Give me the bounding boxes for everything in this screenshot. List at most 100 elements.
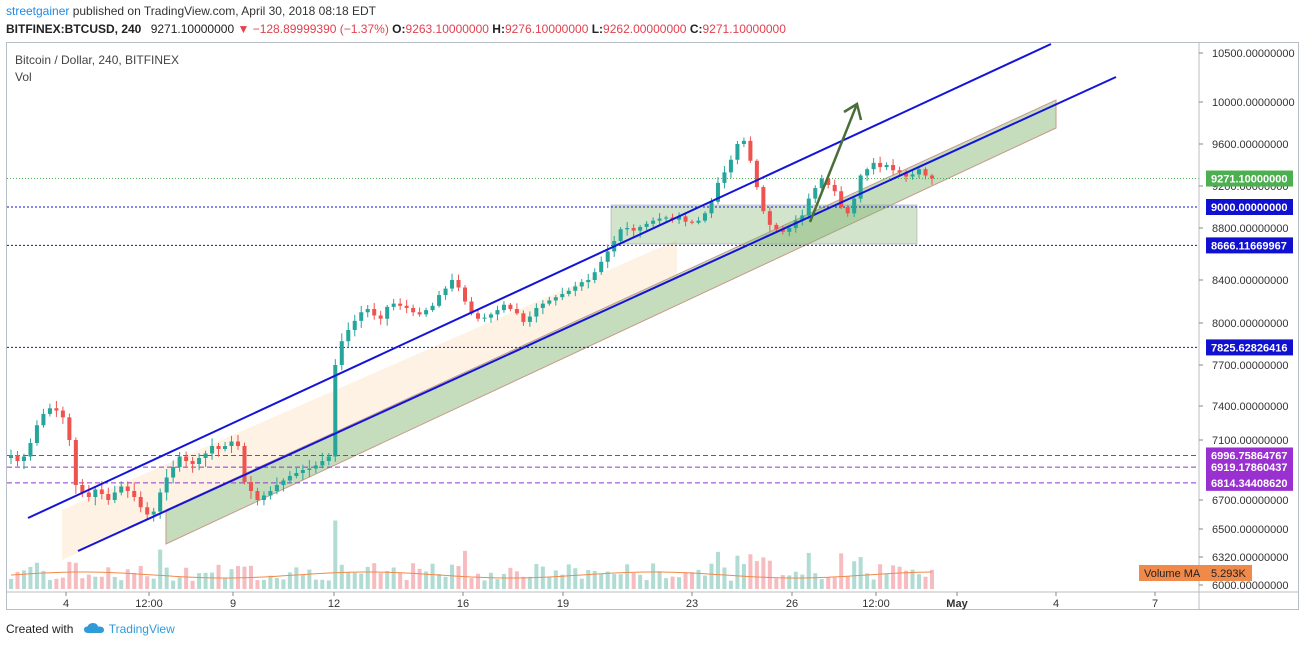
candle-body: [728, 159, 733, 173]
volume-bar: [365, 566, 370, 589]
candle-body: [235, 441, 241, 446]
candle-body: [865, 169, 870, 176]
volume-bar: [60, 577, 65, 589]
volume-bar: [547, 577, 552, 589]
volume-bar: [67, 561, 72, 589]
candle-body: [132, 491, 137, 497]
volume-bar: [359, 573, 364, 589]
y-tick-label: 8800.00000000: [1212, 223, 1288, 235]
volume-bar: [897, 566, 902, 589]
candle-body: [761, 187, 766, 212]
chart-frame[interactable]: [6, 42, 1299, 610]
y-tick-label: 7400.00000000: [1212, 401, 1288, 413]
high-label: H:: [492, 22, 505, 36]
candle-body: [618, 229, 623, 241]
volume-bar: [372, 563, 377, 589]
candle-body: [346, 330, 351, 342]
volume-bar: [871, 579, 876, 589]
candle-body: [904, 172, 909, 177]
candle-body: [398, 303, 403, 306]
volume-bar: [54, 578, 59, 589]
y-tick-label: 6500.00000000: [1212, 524, 1288, 536]
candle-body: [475, 313, 480, 319]
candle-body: [819, 178, 824, 189]
volume-bar: [832, 577, 837, 589]
candle-body: [424, 310, 429, 315]
volume-bar: [274, 578, 279, 589]
candle-body: [443, 288, 448, 296]
volume-bar: [450, 564, 455, 589]
candle-body: [184, 456, 189, 461]
volume-bar: [287, 572, 292, 589]
volume-bar: [501, 573, 506, 589]
lower-channel-line: [77, 76, 1117, 552]
candle-body: [47, 408, 52, 414]
candle-body: [469, 301, 474, 314]
projection-arrow-line: [808, 103, 859, 223]
y-tick-label: 6320.00000000: [1212, 552, 1288, 564]
candle-body: [41, 413, 46, 426]
volume-bar: [21, 570, 26, 589]
volume-bar: [657, 571, 662, 589]
candle-body: [326, 456, 331, 461]
volume-bar: [281, 579, 286, 589]
candle-body: [741, 140, 746, 144]
volume-bar: [223, 578, 228, 589]
candle-body: [125, 486, 130, 491]
x-tick-label: May: [946, 598, 968, 610]
volume-bar: [197, 573, 202, 589]
candle-body: [34, 425, 39, 443]
candle-body: [573, 286, 578, 291]
tradingview-link[interactable]: TradingView: [108, 622, 175, 636]
author-link[interactable]: streetgainer: [6, 4, 70, 18]
candle-body: [430, 305, 435, 311]
price-level-tag: [1206, 237, 1293, 254]
volume-bar: [313, 579, 318, 589]
candle-body: [651, 220, 656, 224]
x-tick-label: 7: [1152, 598, 1158, 610]
footer: Created with TradingView: [6, 622, 175, 637]
price-level-text: 7825.62826416: [1211, 342, 1287, 354]
candle-body: [151, 511, 156, 515]
price-level-text: 8666.11669967: [1211, 240, 1287, 252]
volume-bar: [255, 580, 260, 589]
candle-body: [878, 162, 883, 168]
close-value: 9271.10000000: [702, 22, 786, 36]
volume-bar: [125, 569, 130, 589]
volume-bar: [385, 571, 390, 589]
volume-bar: [482, 580, 487, 589]
volume-bar: [929, 569, 935, 589]
y-tick-label: 6700.00000000: [1212, 495, 1288, 507]
volume-bar: [787, 575, 792, 589]
volume-bar: [333, 520, 338, 589]
candle-body: [242, 446, 247, 482]
volume-bar: [184, 567, 189, 589]
volume-bar: [411, 563, 416, 589]
candle-body: [145, 507, 150, 515]
candle-body: [780, 229, 785, 232]
candle-body: [8, 455, 14, 458]
candle-body: [313, 465, 318, 469]
candle-body: [787, 228, 792, 232]
candle-body: [60, 410, 65, 418]
candle-body: [287, 476, 292, 481]
volume-bar: [521, 576, 526, 589]
open-label: O:: [392, 22, 406, 36]
volume-bar: [631, 573, 636, 589]
candle-body: [586, 280, 591, 283]
candle-body: [450, 280, 455, 289]
legend-title: Bitcoin / Dollar, 240, BITFINEX: [15, 53, 180, 67]
candle-body: [553, 297, 558, 301]
volume-bar: [534, 563, 539, 589]
volume-bar: [670, 576, 675, 589]
candle-body: [884, 165, 889, 168]
candle-body: [365, 309, 370, 313]
candle-body: [832, 184, 837, 192]
volume-bar: [774, 578, 779, 589]
candle-body: [190, 461, 195, 464]
volume-bar: [261, 579, 266, 589]
candle-body: [197, 458, 202, 464]
candle-body: [625, 228, 630, 230]
volume-bar: [715, 551, 720, 589]
